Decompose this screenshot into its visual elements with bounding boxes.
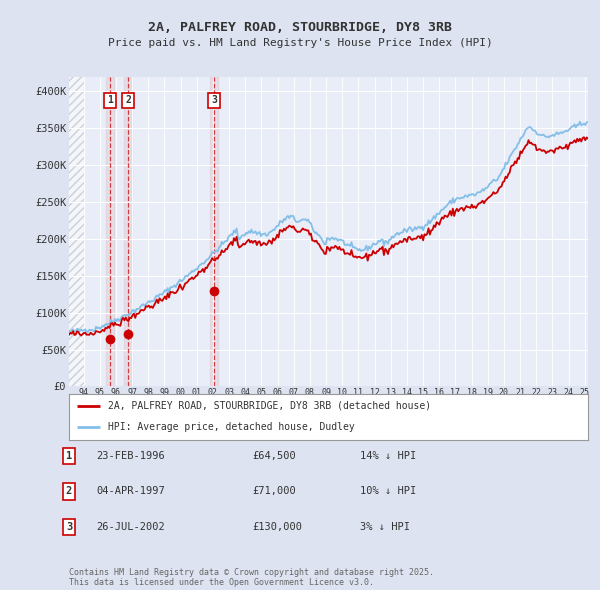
Bar bbox=[124, 77, 132, 386]
Bar bbox=[210, 77, 218, 386]
Text: 1: 1 bbox=[107, 96, 113, 105]
Text: Price paid vs. HM Land Registry's House Price Index (HPI): Price paid vs. HM Land Registry's House … bbox=[107, 38, 493, 48]
Text: 14% ↓ HPI: 14% ↓ HPI bbox=[360, 451, 416, 461]
Text: 3: 3 bbox=[211, 96, 217, 105]
Text: Contains HM Land Registry data © Crown copyright and database right 2025.
This d: Contains HM Land Registry data © Crown c… bbox=[69, 568, 434, 587]
Text: HPI: Average price, detached house, Dudley: HPI: Average price, detached house, Dudl… bbox=[108, 422, 355, 432]
Text: 3% ↓ HPI: 3% ↓ HPI bbox=[360, 522, 410, 532]
Text: 2A, PALFREY ROAD, STOURBRIDGE, DY8 3RB: 2A, PALFREY ROAD, STOURBRIDGE, DY8 3RB bbox=[148, 21, 452, 34]
Text: 23-FEB-1996: 23-FEB-1996 bbox=[96, 451, 165, 461]
Text: 2: 2 bbox=[66, 487, 72, 496]
Text: 26-JUL-2002: 26-JUL-2002 bbox=[96, 522, 165, 532]
Text: £71,000: £71,000 bbox=[252, 487, 296, 496]
Text: 04-APR-1997: 04-APR-1997 bbox=[96, 487, 165, 496]
Text: 10% ↓ HPI: 10% ↓ HPI bbox=[360, 487, 416, 496]
Text: 3: 3 bbox=[66, 522, 72, 532]
Text: 2A, PALFREY ROAD, STOURBRIDGE, DY8 3RB (detached house): 2A, PALFREY ROAD, STOURBRIDGE, DY8 3RB (… bbox=[108, 401, 431, 411]
Text: £130,000: £130,000 bbox=[252, 522, 302, 532]
Text: 1: 1 bbox=[66, 451, 72, 461]
Text: £64,500: £64,500 bbox=[252, 451, 296, 461]
Text: 2: 2 bbox=[125, 96, 131, 105]
Bar bbox=[106, 77, 114, 386]
